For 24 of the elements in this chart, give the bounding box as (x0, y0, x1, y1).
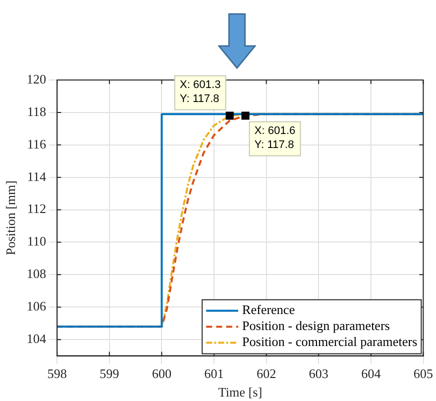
legend-label: Reference (242, 302, 296, 318)
x-tick-label: 603 (308, 366, 328, 382)
y-tick-label: 110 (27, 234, 46, 249)
legend-label: Position - commercial parameters (242, 334, 418, 350)
y-tick-label: 108 (26, 266, 46, 282)
y-tick-label: 120 (26, 71, 46, 86)
y-tick-label: 116 (27, 136, 47, 152)
x-tick-label: 601 (204, 366, 224, 382)
y-tick-label: 114 (27, 168, 47, 184)
x-tick-label: 602 (256, 366, 276, 382)
x-tick-label: 600 (152, 366, 172, 382)
y-tick-label: 104 (26, 331, 47, 346)
annotation: X: 601.3 Y: 117.8 (180, 79, 221, 106)
x-tick-label: 598 (47, 366, 67, 382)
x-tick-label: 599 (100, 366, 120, 382)
x-axis-title: Time [s] (218, 384, 262, 400)
legend-label: Position - design parameters (242, 318, 390, 334)
y-axis-title: Position [mm] (3, 180, 18, 256)
y-tick-label: 112 (27, 201, 46, 216)
x-tick-label: 604 (361, 366, 382, 382)
y-tick-label: 106 (26, 298, 47, 314)
x-tick-label: 605 (414, 366, 433, 382)
y-tick-label: 118 (27, 104, 46, 119)
annotation: X: 601.6 Y: 117.8 (254, 125, 296, 152)
